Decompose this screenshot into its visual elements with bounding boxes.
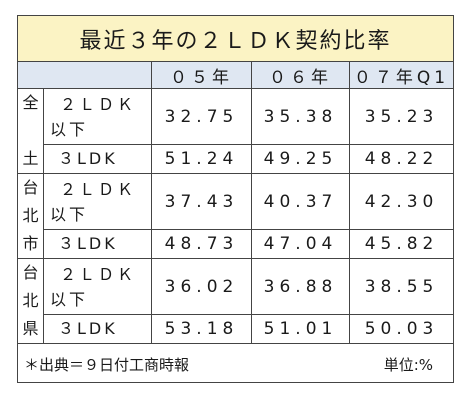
table-title: 最近３年の２ＬＤＫ契約比率 — [16, 15, 455, 62]
table-row: ３LDK 48.73 47.04 45.82 — [18, 229, 455, 259]
row-label: ２ＬＤＫ 以下 — [43, 87, 152, 146]
value-cell: 38.55 — [348, 257, 455, 316]
region-label-all-taiwan: 全 土 — [17, 88, 44, 174]
row-label: ２ＬＤＫ 以下 — [43, 172, 152, 231]
value-cell: 36.88 — [251, 257, 350, 316]
value-cell: 37.43 — [151, 172, 252, 231]
value-cell: 42.30 — [348, 172, 455, 231]
unit-note: 単位:% — [383, 356, 434, 374]
value-cell: 47.04 — [251, 229, 350, 259]
column-header-2005: ０５年 — [151, 61, 252, 89]
source-note: ＊出典＝９日付工商時報 — [24, 356, 190, 374]
row-label: ２ＬＤＫ 以下 — [43, 257, 152, 316]
table-row: ３LDK 53.18 51.01 50.03 — [18, 314, 455, 344]
column-header-2007q1: ０７年Q1 — [348, 61, 455, 89]
footer-cell: ＊出典＝９日付工商時報 単位:% — [16, 343, 455, 383]
region-label-taipei-city: 台 北 市 — [17, 173, 44, 259]
footer-row: ＊出典＝９日付工商時報 単位:% — [16, 343, 455, 383]
column-header-2006: ０６年 — [251, 61, 350, 89]
region-label-taipei-county: 台 北 県 — [17, 258, 44, 344]
value-cell: 36.02 — [151, 257, 252, 316]
value-cell: 35.23 — [348, 87, 455, 146]
value-cell: 48.22 — [348, 144, 455, 174]
value-cell: 53.18 — [151, 314, 252, 344]
row-label: ３LDK — [43, 144, 152, 174]
value-cell: 48.73 — [151, 229, 252, 259]
column-header-row: ０５年 ０６年 ０７年Q1 — [17, 61, 455, 89]
value-cell: 51.24 — [151, 144, 252, 174]
value-cell: 50.03 — [348, 314, 455, 344]
table-row: 台 北 市 ２ＬＤＫ 以下 37.43 40.37 42.30 — [17, 172, 455, 259]
row-label: ３LDK — [43, 229, 152, 259]
table-row: 台 北 県 ２ＬＤＫ 以下 36.02 36.88 38.55 — [17, 257, 455, 344]
header-corner — [17, 61, 152, 89]
value-cell: 32.75 — [151, 87, 252, 146]
table-row: ３LDK 51.24 49.25 48.22 — [18, 144, 455, 174]
value-cell: 45.82 — [348, 229, 455, 259]
value-cell: 40.37 — [251, 172, 350, 231]
table-row: 全 土 ２ＬＤＫ 以下 32.75 35.38 35.23 — [17, 87, 455, 174]
value-cell: 49.25 — [251, 144, 350, 174]
value-cell: 51.01 — [251, 314, 350, 344]
value-cell: 35.38 — [251, 87, 350, 146]
row-label: ３LDK — [43, 314, 152, 344]
contract-ratio-table: 最近３年の２ＬＤＫ契約比率 ０５年 ０６年 ０７年Q1 全 土 ２ＬＤＫ 以下 … — [16, 15, 455, 383]
